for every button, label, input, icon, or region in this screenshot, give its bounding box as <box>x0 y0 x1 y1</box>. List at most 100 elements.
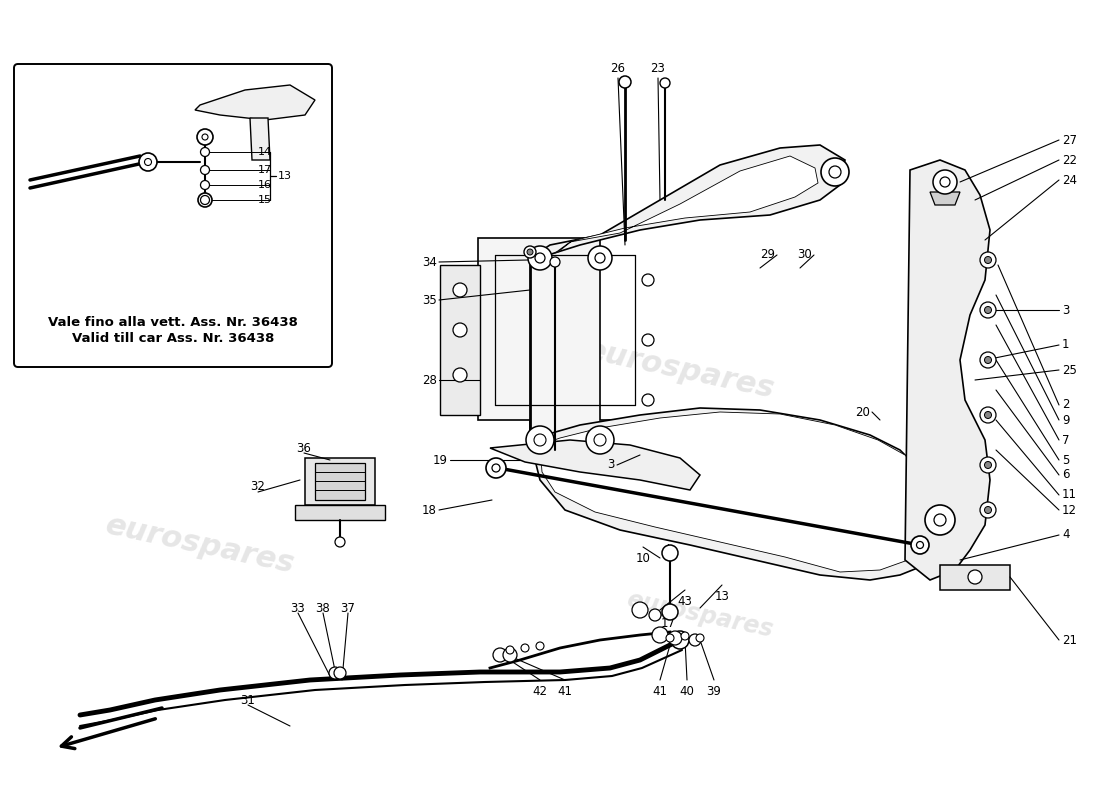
Circle shape <box>200 181 209 190</box>
Text: 30: 30 <box>798 249 812 262</box>
Circle shape <box>200 147 209 157</box>
Circle shape <box>925 505 955 535</box>
Circle shape <box>632 602 648 618</box>
Polygon shape <box>930 192 960 205</box>
Text: 19: 19 <box>433 454 448 466</box>
Text: 29: 29 <box>760 249 775 262</box>
Circle shape <box>980 457 996 473</box>
Circle shape <box>588 246 612 270</box>
Polygon shape <box>905 160 990 580</box>
Circle shape <box>934 514 946 526</box>
Circle shape <box>662 604 678 620</box>
Text: 32: 32 <box>251 481 265 494</box>
Circle shape <box>453 323 468 337</box>
Text: 26: 26 <box>610 62 626 75</box>
Circle shape <box>642 394 654 406</box>
Text: 12: 12 <box>1062 503 1077 517</box>
Text: 11: 11 <box>1062 489 1077 502</box>
Circle shape <box>829 166 842 178</box>
Text: 43: 43 <box>678 595 692 608</box>
Circle shape <box>535 253 544 263</box>
Circle shape <box>642 334 654 346</box>
Circle shape <box>528 246 552 270</box>
Text: 38: 38 <box>316 602 330 614</box>
Text: 8: 8 <box>664 549 672 562</box>
Circle shape <box>696 634 704 642</box>
Circle shape <box>586 426 614 454</box>
Circle shape <box>619 76 631 88</box>
Circle shape <box>550 257 560 267</box>
Text: 6: 6 <box>1062 469 1069 482</box>
Text: 17: 17 <box>258 165 272 175</box>
Text: 13: 13 <box>278 171 292 181</box>
Circle shape <box>668 631 682 645</box>
Text: eurospares: eurospares <box>583 336 778 404</box>
Text: 41: 41 <box>558 685 572 698</box>
Circle shape <box>534 434 546 446</box>
Polygon shape <box>195 85 315 120</box>
Circle shape <box>821 158 849 186</box>
Text: 16: 16 <box>258 180 272 190</box>
Polygon shape <box>305 458 375 505</box>
Text: 33: 33 <box>290 602 306 614</box>
Circle shape <box>980 502 996 518</box>
Circle shape <box>980 407 996 423</box>
Circle shape <box>336 537 345 547</box>
Text: 22: 22 <box>1062 154 1077 166</box>
Circle shape <box>521 644 529 652</box>
Text: 42: 42 <box>532 685 548 698</box>
Text: 35: 35 <box>422 294 437 306</box>
Text: 3: 3 <box>1062 303 1069 317</box>
Text: 40: 40 <box>680 685 694 698</box>
Polygon shape <box>530 145 845 258</box>
Circle shape <box>493 648 507 662</box>
Text: Valid till car Ass. Nr. 36438: Valid till car Ass. Nr. 36438 <box>72 331 274 345</box>
Text: 10: 10 <box>636 552 650 565</box>
Text: 14: 14 <box>258 147 272 157</box>
Circle shape <box>652 627 668 643</box>
Circle shape <box>968 570 982 584</box>
Circle shape <box>984 411 991 418</box>
Polygon shape <box>315 463 365 500</box>
Circle shape <box>527 249 534 255</box>
Text: 39: 39 <box>706 685 722 698</box>
Circle shape <box>526 426 554 454</box>
Circle shape <box>984 357 991 363</box>
Text: eurospares: eurospares <box>102 510 297 579</box>
Text: 20: 20 <box>855 406 870 418</box>
Text: 5: 5 <box>1062 454 1069 466</box>
Polygon shape <box>440 265 480 415</box>
Text: 23: 23 <box>650 62 666 75</box>
Circle shape <box>536 642 544 650</box>
Circle shape <box>911 536 930 554</box>
Circle shape <box>486 458 506 478</box>
Circle shape <box>334 667 346 679</box>
Circle shape <box>506 646 514 654</box>
Circle shape <box>980 352 996 368</box>
Text: 25: 25 <box>1062 363 1077 377</box>
Text: Vale fino alla vett. Ass. Nr. 36438: Vale fino alla vett. Ass. Nr. 36438 <box>48 315 298 329</box>
Text: 3: 3 <box>607 458 615 471</box>
Circle shape <box>689 634 701 646</box>
Text: 34: 34 <box>422 255 437 269</box>
Circle shape <box>980 302 996 318</box>
Circle shape <box>503 648 517 662</box>
Circle shape <box>980 252 996 268</box>
Text: 17: 17 <box>660 617 675 630</box>
FancyBboxPatch shape <box>14 64 332 367</box>
Text: 13: 13 <box>715 590 729 603</box>
Circle shape <box>984 306 991 314</box>
Text: 28: 28 <box>422 374 437 386</box>
Polygon shape <box>940 565 1010 590</box>
Circle shape <box>197 129 213 145</box>
Text: 27: 27 <box>1062 134 1077 146</box>
Circle shape <box>660 78 670 88</box>
Circle shape <box>139 153 157 171</box>
Text: 9: 9 <box>1062 414 1069 426</box>
Polygon shape <box>556 156 818 253</box>
Circle shape <box>916 542 924 549</box>
Text: 21: 21 <box>1062 634 1077 646</box>
Text: 18: 18 <box>422 503 437 517</box>
Polygon shape <box>250 118 270 160</box>
Circle shape <box>200 195 209 205</box>
